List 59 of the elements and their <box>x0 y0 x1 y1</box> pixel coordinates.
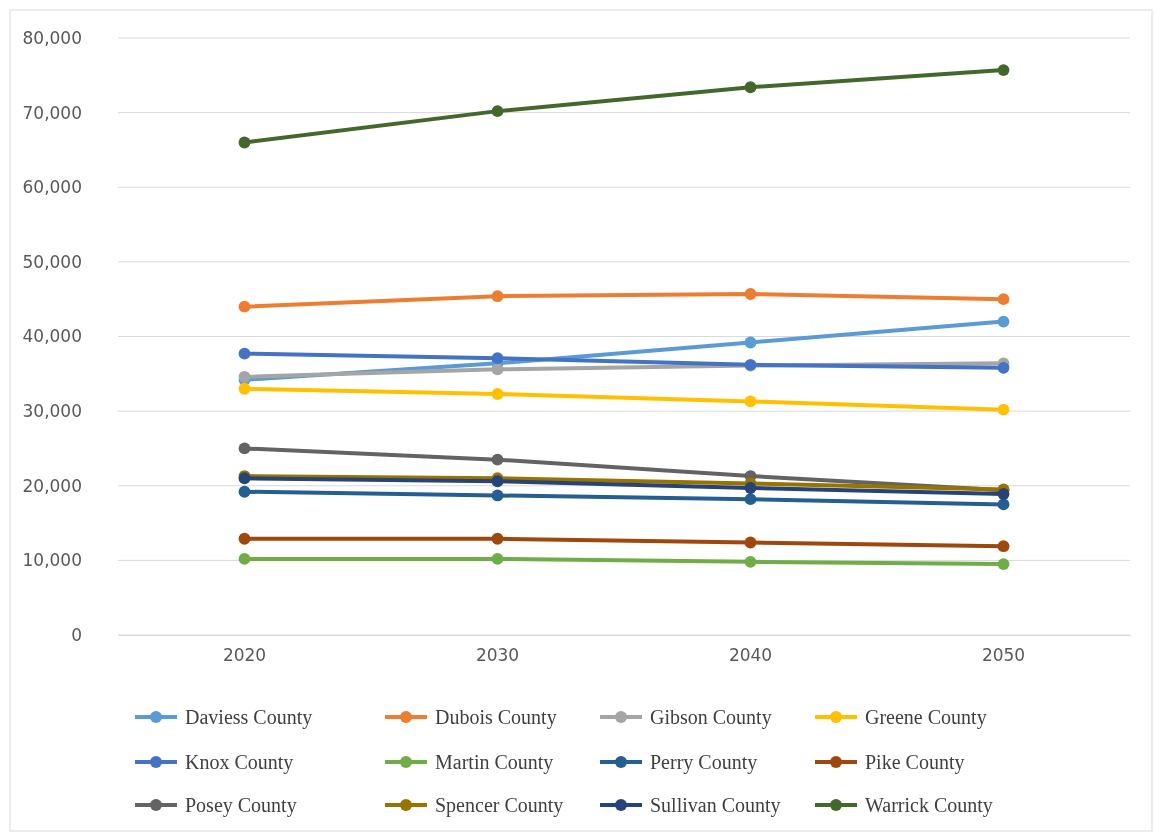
legend-label: Warrick County <box>865 794 993 817</box>
y-tick-label: 0 <box>71 624 82 645</box>
legend-label: Greene County <box>865 706 987 729</box>
point <box>997 403 1010 416</box>
point <box>238 136 251 149</box>
point <box>238 347 251 360</box>
point <box>744 536 757 549</box>
point <box>997 64 1010 76</box>
point <box>997 540 1010 553</box>
point <box>744 482 757 494</box>
point <box>744 555 757 568</box>
point <box>491 290 504 303</box>
x-tick-label: 2030 <box>475 645 520 666</box>
point <box>491 532 504 545</box>
point <box>491 363 504 376</box>
y-tick-label: 50,000 <box>22 251 82 272</box>
x-tick-label: 2050 <box>981 645 1026 666</box>
legend-label: Spencer County <box>435 794 564 817</box>
x-tick-label: 2020 <box>222 645 267 666</box>
point <box>491 388 504 400</box>
point <box>744 493 757 506</box>
y-tick-label: 20,000 <box>22 475 82 496</box>
y-tick-label: 80,000 <box>22 27 82 48</box>
y-tick-label: 10,000 <box>22 550 82 571</box>
y-tick-label: 60,000 <box>22 177 82 198</box>
legend-label: Perry County <box>650 751 758 774</box>
point <box>997 315 1010 328</box>
point <box>238 442 251 455</box>
point <box>491 453 504 466</box>
point <box>997 361 1010 374</box>
y-tick-label: 30,000 <box>22 401 82 422</box>
legend-label: Dubois County <box>435 706 557 729</box>
legend-label: Daviess County <box>185 706 313 729</box>
point <box>491 552 504 565</box>
point <box>238 382 251 395</box>
point <box>491 105 504 118</box>
point <box>491 489 504 502</box>
point <box>238 532 251 545</box>
point <box>744 395 757 408</box>
point <box>744 288 757 300</box>
y-tick-label: 70,000 <box>22 102 82 123</box>
legend-label: Sullivan County <box>650 794 781 817</box>
legend-label: Pike County <box>865 751 965 774</box>
legend-label: Martin County <box>435 751 554 774</box>
legend-label: Gibson County <box>650 706 772 729</box>
point <box>997 293 1010 306</box>
point <box>744 336 757 349</box>
legend-label: Knox County <box>185 751 294 774</box>
legend-label: Posey County <box>185 794 297 817</box>
point <box>238 300 251 313</box>
x-tick-label: 2040 <box>728 645 773 666</box>
y-tick-label: 40,000 <box>22 326 82 347</box>
point <box>997 498 1010 511</box>
point <box>997 558 1010 571</box>
point <box>997 488 1010 500</box>
point <box>744 81 757 94</box>
point <box>238 485 251 498</box>
point <box>238 552 251 565</box>
point <box>491 352 504 365</box>
